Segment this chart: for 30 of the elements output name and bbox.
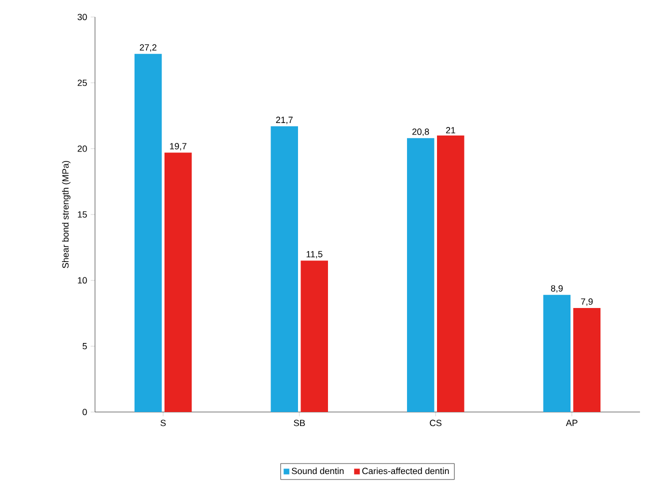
- data-label: 19,7: [170, 143, 186, 150]
- x-tick-label: AP: [566, 420, 578, 426]
- legend-label: Caries-affected dentin: [362, 468, 449, 474]
- y-tick-label: 0: [82, 408, 87, 416]
- y-tick-label: 5: [82, 343, 87, 350]
- y-tick-label: 30: [78, 14, 87, 20]
- bar: [300, 260, 328, 412]
- x-tick-label: SB: [294, 420, 305, 426]
- bar: [573, 308, 600, 412]
- bar: [270, 126, 298, 412]
- bar: [543, 294, 571, 412]
- x-tick-label: S: [160, 420, 166, 426]
- data-label: 20,8: [412, 128, 429, 136]
- legend-label: Sound dentin: [292, 468, 344, 474]
- bar: [436, 136, 464, 412]
- y-axis-title: Shear bond strength (MPa): [62, 160, 70, 268]
- data-label: 7,9: [581, 298, 593, 306]
- x-tick-label: CS: [430, 420, 442, 426]
- data-label: 21,7: [276, 116, 293, 124]
- bar: [164, 152, 192, 412]
- data-label: 8,9: [551, 285, 563, 293]
- y-tick-label: 10: [78, 277, 87, 284]
- data-label: 27,2: [140, 44, 156, 52]
- data-label: 21: [446, 127, 456, 134]
- data-label: 11,5: [306, 251, 322, 258]
- y-tick-label: 25: [78, 80, 87, 86]
- bar: [407, 138, 434, 412]
- y-tick-label: 20: [78, 145, 87, 152]
- bar: [134, 54, 162, 412]
- y-tick-label: 15: [78, 211, 87, 218]
